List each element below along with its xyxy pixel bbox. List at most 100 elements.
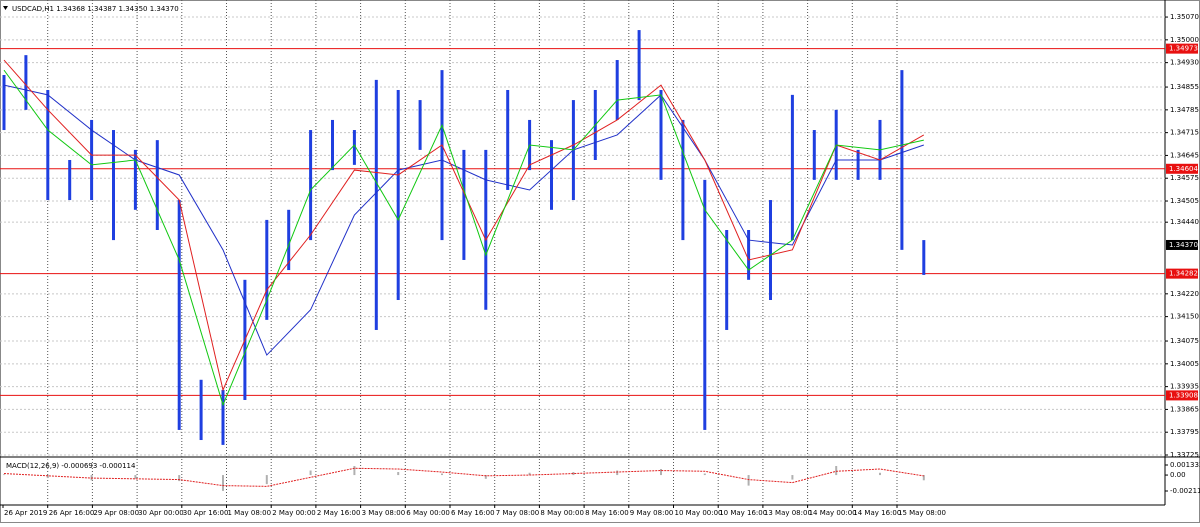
macd-signal — [3, 467, 924, 487]
x-tick-label: 30 Apr 00:00 — [138, 509, 184, 517]
price-bar — [900, 70, 904, 250]
price-bar — [90, 119, 94, 201]
y-tick-label: 1.33725 — [1170, 451, 1199, 459]
y-tick-label: 1.34150 — [1170, 313, 1199, 321]
price-bar — [287, 209, 291, 271]
macd-bar — [747, 475, 750, 486]
price-bar — [637, 30, 641, 101]
level-label-bg — [1166, 390, 1198, 401]
x-tick-label: 26 Apr 2019 — [4, 509, 47, 517]
moving-average — [3, 69, 924, 407]
price-bar — [725, 230, 729, 330]
x-tick-label: 3 May 08:00 — [362, 509, 406, 517]
macd-bar — [134, 475, 137, 479]
price-bar — [922, 240, 926, 275]
y-tick-label: 1.35000 — [1170, 36, 1199, 44]
x-tick-label: 9 May 08:00 — [630, 509, 674, 517]
x-tick-label: 8 May 16:00 — [585, 509, 629, 517]
x-tick-label: 7 May 08:00 — [496, 509, 540, 517]
price-bar — [681, 119, 685, 241]
price-bar — [506, 89, 510, 190]
macd-bar — [265, 475, 268, 485]
y-tick-label: 1.34930 — [1170, 59, 1199, 67]
y-tick-label: 1.34005 — [1170, 360, 1199, 368]
macd-bar — [791, 475, 794, 480]
price-bar — [199, 379, 203, 441]
macd-bar — [441, 473, 443, 476]
level-label: 1.34282 — [1169, 270, 1198, 278]
price-bar — [659, 89, 663, 180]
macd-bar — [703, 473, 706, 476]
macd-bar — [572, 472, 575, 476]
y-tick-label: 1.34440 — [1170, 218, 1199, 226]
x-tick-label: 2 May 16:00 — [317, 509, 361, 517]
y-tick-label: 1.33795 — [1170, 428, 1199, 436]
x-tick-label: 2 May 00:00 — [272, 509, 316, 517]
price-bar — [856, 149, 860, 180]
price-bar — [462, 149, 466, 260]
macd-bar — [484, 475, 487, 479]
price-bar — [133, 149, 137, 210]
level-label-bg — [1166, 163, 1198, 174]
x-tick-label: 26 Apr 16:00 — [49, 509, 95, 517]
macd-tick-label: -0.002114 — [1170, 487, 1200, 495]
x-tick-label: 6 May 00:00 — [406, 509, 450, 517]
level-label: 1.34973 — [1169, 45, 1198, 53]
macd-bar — [879, 472, 881, 476]
y-tick-label: 1.34855 — [1170, 83, 1199, 91]
price-bar — [703, 179, 707, 430]
macd-bar — [660, 469, 662, 476]
price-bar — [68, 159, 72, 201]
price-bar — [769, 200, 772, 301]
macd-bar — [46, 475, 49, 479]
y-tick-label: 1.35070 — [1170, 13, 1199, 21]
y-tick-label: 1.33865 — [1170, 405, 1199, 413]
last-price-bg — [1166, 239, 1198, 250]
price-bar — [550, 140, 553, 210]
x-tick-label: 8 May 00:00 — [540, 509, 584, 517]
x-tick-label: 14 May 00:00 — [809, 509, 857, 517]
macd-tick-label: 0.00 — [1170, 471, 1186, 479]
price-bar — [155, 140, 159, 230]
macd-title: MACD(12,26,9) -0.000693 -0.000114 — [6, 462, 136, 470]
y-tick-label: 1.34505 — [1170, 197, 1199, 205]
price-bar — [352, 130, 356, 165]
x-tick-label: 29 Apr 08:00 — [93, 509, 139, 517]
last-price-label: 1.34370 — [1169, 241, 1198, 249]
macd-bar — [922, 475, 925, 481]
x-tick-label: 10 May 16:00 — [719, 509, 767, 517]
price-bar — [309, 130, 313, 241]
x-tick-label: 30 Apr 16:00 — [183, 509, 229, 517]
price-bar — [812, 130, 816, 180]
price-bar — [2, 75, 6, 131]
price-bar — [790, 94, 794, 241]
price-bar — [484, 149, 488, 310]
price-bar — [331, 119, 334, 171]
price-bar — [615, 60, 619, 120]
x-tick-label: 14 May 16:00 — [853, 509, 901, 517]
y-tick-label: 1.34575 — [1170, 174, 1199, 182]
price-bar — [112, 130, 115, 241]
macd-bar — [309, 470, 312, 476]
level-label: 1.34604 — [1169, 165, 1198, 173]
y-tick-label: 1.34715 — [1170, 129, 1199, 137]
price-bar — [418, 100, 422, 150]
menu-arrow — [3, 6, 8, 10]
price-bar — [265, 219, 269, 320]
x-tick-label: 1 May 08:00 — [228, 509, 272, 517]
macd-bar — [835, 466, 838, 476]
price-bar — [440, 70, 444, 241]
macd-bar — [397, 472, 400, 476]
x-tick-label: 13 May 08:00 — [764, 509, 812, 517]
y-tick-label: 1.34785 — [1170, 106, 1199, 114]
price-bar — [46, 89, 50, 201]
x-tick-label: 10 May 00:00 — [675, 509, 723, 517]
price-bar — [747, 230, 751, 280]
macd-tick-label: 0.001333 — [1170, 461, 1200, 469]
macd-bar — [616, 470, 619, 476]
price-bar — [396, 89, 400, 301]
y-tick-label: 1.34645 — [1170, 151, 1199, 159]
price-bar — [374, 79, 378, 330]
